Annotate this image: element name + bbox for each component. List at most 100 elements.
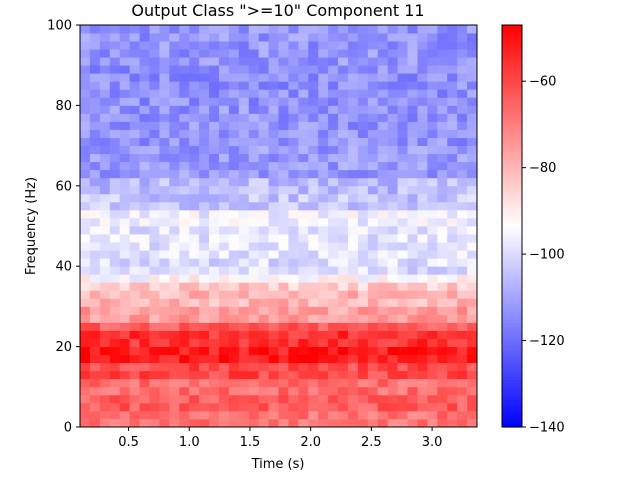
heatmap-cell xyxy=(80,410,91,420)
heatmap-cell xyxy=(427,185,438,195)
heatmap-cell xyxy=(447,402,458,412)
heatmap-cell xyxy=(109,338,121,347)
heatmap-cell xyxy=(159,153,170,163)
heatmap-cell xyxy=(278,105,289,114)
heatmap-cell xyxy=(209,258,220,267)
heatmap-cell xyxy=(278,418,289,428)
heatmap-cell xyxy=(228,386,240,396)
heatmap-cell xyxy=(288,177,299,187)
heatmap-cell xyxy=(248,330,260,339)
heatmap-cell xyxy=(258,121,269,130)
heatmap-cell xyxy=(427,161,438,171)
heatmap-cell xyxy=(179,113,190,122)
heatmap-cell xyxy=(109,129,121,138)
heatmap-cell xyxy=(308,33,319,42)
heatmap-cell xyxy=(347,338,359,347)
heatmap-cell xyxy=(248,113,260,122)
heatmap-cell xyxy=(169,25,180,34)
heatmap-cell xyxy=(159,266,170,275)
heatmap-cell xyxy=(407,394,418,404)
heatmap-cell xyxy=(298,33,309,42)
heatmap-cell xyxy=(80,362,91,372)
heatmap-cell xyxy=(328,169,339,179)
heatmap-cell xyxy=(129,282,140,291)
heatmap-cell xyxy=(89,266,101,275)
heatmap-cell xyxy=(308,49,319,58)
heatmap-cell xyxy=(159,274,170,283)
heatmap-cell xyxy=(407,226,418,235)
heatmap-cell xyxy=(377,338,389,347)
heatmap-cell xyxy=(417,161,428,171)
heatmap-cell xyxy=(218,73,230,82)
heatmap-cell xyxy=(258,290,269,299)
heatmap-cell xyxy=(149,121,160,130)
heatmap-cell xyxy=(169,282,180,291)
heatmap-cell xyxy=(159,113,170,122)
heatmap-cell xyxy=(218,129,230,138)
heatmap-cell xyxy=(338,306,349,315)
heatmap-cell xyxy=(407,169,418,179)
heatmap-cell xyxy=(298,418,309,428)
heatmap-cell xyxy=(328,298,339,307)
heatmap-cell xyxy=(357,81,369,90)
heatmap-cell xyxy=(149,153,160,163)
heatmap-cell xyxy=(169,153,180,163)
heatmap-cell xyxy=(318,185,329,195)
heatmap-cell xyxy=(179,105,190,114)
heatmap-cell xyxy=(268,153,279,163)
heatmap-cell xyxy=(80,153,91,163)
heatmap-cell xyxy=(228,394,240,404)
heatmap-cell xyxy=(268,418,279,428)
heatmap-cell xyxy=(367,402,379,412)
heatmap-cell xyxy=(347,201,359,211)
heatmap-cell xyxy=(377,314,389,323)
heatmap-cell xyxy=(209,209,220,219)
heatmap-cell xyxy=(179,298,190,307)
heatmap-cell xyxy=(209,274,220,283)
heatmap-cell xyxy=(437,314,448,323)
heatmap-cell xyxy=(209,346,220,356)
heatmap-cell xyxy=(89,121,101,130)
colorbar-swatch xyxy=(502,420,522,425)
heatmap-cell xyxy=(209,266,220,275)
heatmap-cell xyxy=(387,73,398,82)
heatmap-cell xyxy=(89,250,101,259)
heatmap-cell xyxy=(99,153,111,163)
heatmap-cell xyxy=(298,362,309,372)
heatmap-cell xyxy=(417,282,428,291)
heatmap-cell xyxy=(328,73,339,82)
heatmap-cell xyxy=(387,81,398,90)
heatmap-cell xyxy=(209,410,220,420)
heatmap-cell xyxy=(407,346,418,356)
heatmap-cell xyxy=(169,193,180,203)
heatmap-cell xyxy=(218,209,230,219)
heatmap-cell xyxy=(318,410,329,420)
heatmap-cell xyxy=(248,169,260,179)
heatmap-cell xyxy=(228,97,240,106)
heatmap-cell xyxy=(169,306,180,315)
heatmap-cell xyxy=(407,49,418,58)
heatmap-cell xyxy=(387,282,398,291)
heatmap-cell xyxy=(199,209,210,219)
heatmap-cell xyxy=(298,185,309,195)
heatmap-cell xyxy=(209,242,220,251)
heatmap-cell xyxy=(139,217,150,227)
heatmap-cell xyxy=(228,402,240,412)
heatmap-cell xyxy=(129,306,140,315)
colorbar-swatch xyxy=(502,303,522,307)
heatmap-cell xyxy=(397,290,408,299)
heatmap-cell xyxy=(169,362,180,372)
heatmap-cell xyxy=(89,282,101,291)
heatmap-cell xyxy=(308,145,319,155)
heatmap-cell xyxy=(169,145,180,155)
heatmap-cell xyxy=(347,121,359,130)
heatmap-cell xyxy=(179,394,190,404)
heatmap-cell xyxy=(139,410,150,420)
heatmap-cell xyxy=(139,402,150,412)
heatmap-cell xyxy=(238,386,250,396)
heatmap-cell xyxy=(467,290,478,299)
heatmap-cell xyxy=(80,217,91,227)
heatmap-cell xyxy=(397,402,408,412)
heatmap-cell xyxy=(268,169,279,179)
